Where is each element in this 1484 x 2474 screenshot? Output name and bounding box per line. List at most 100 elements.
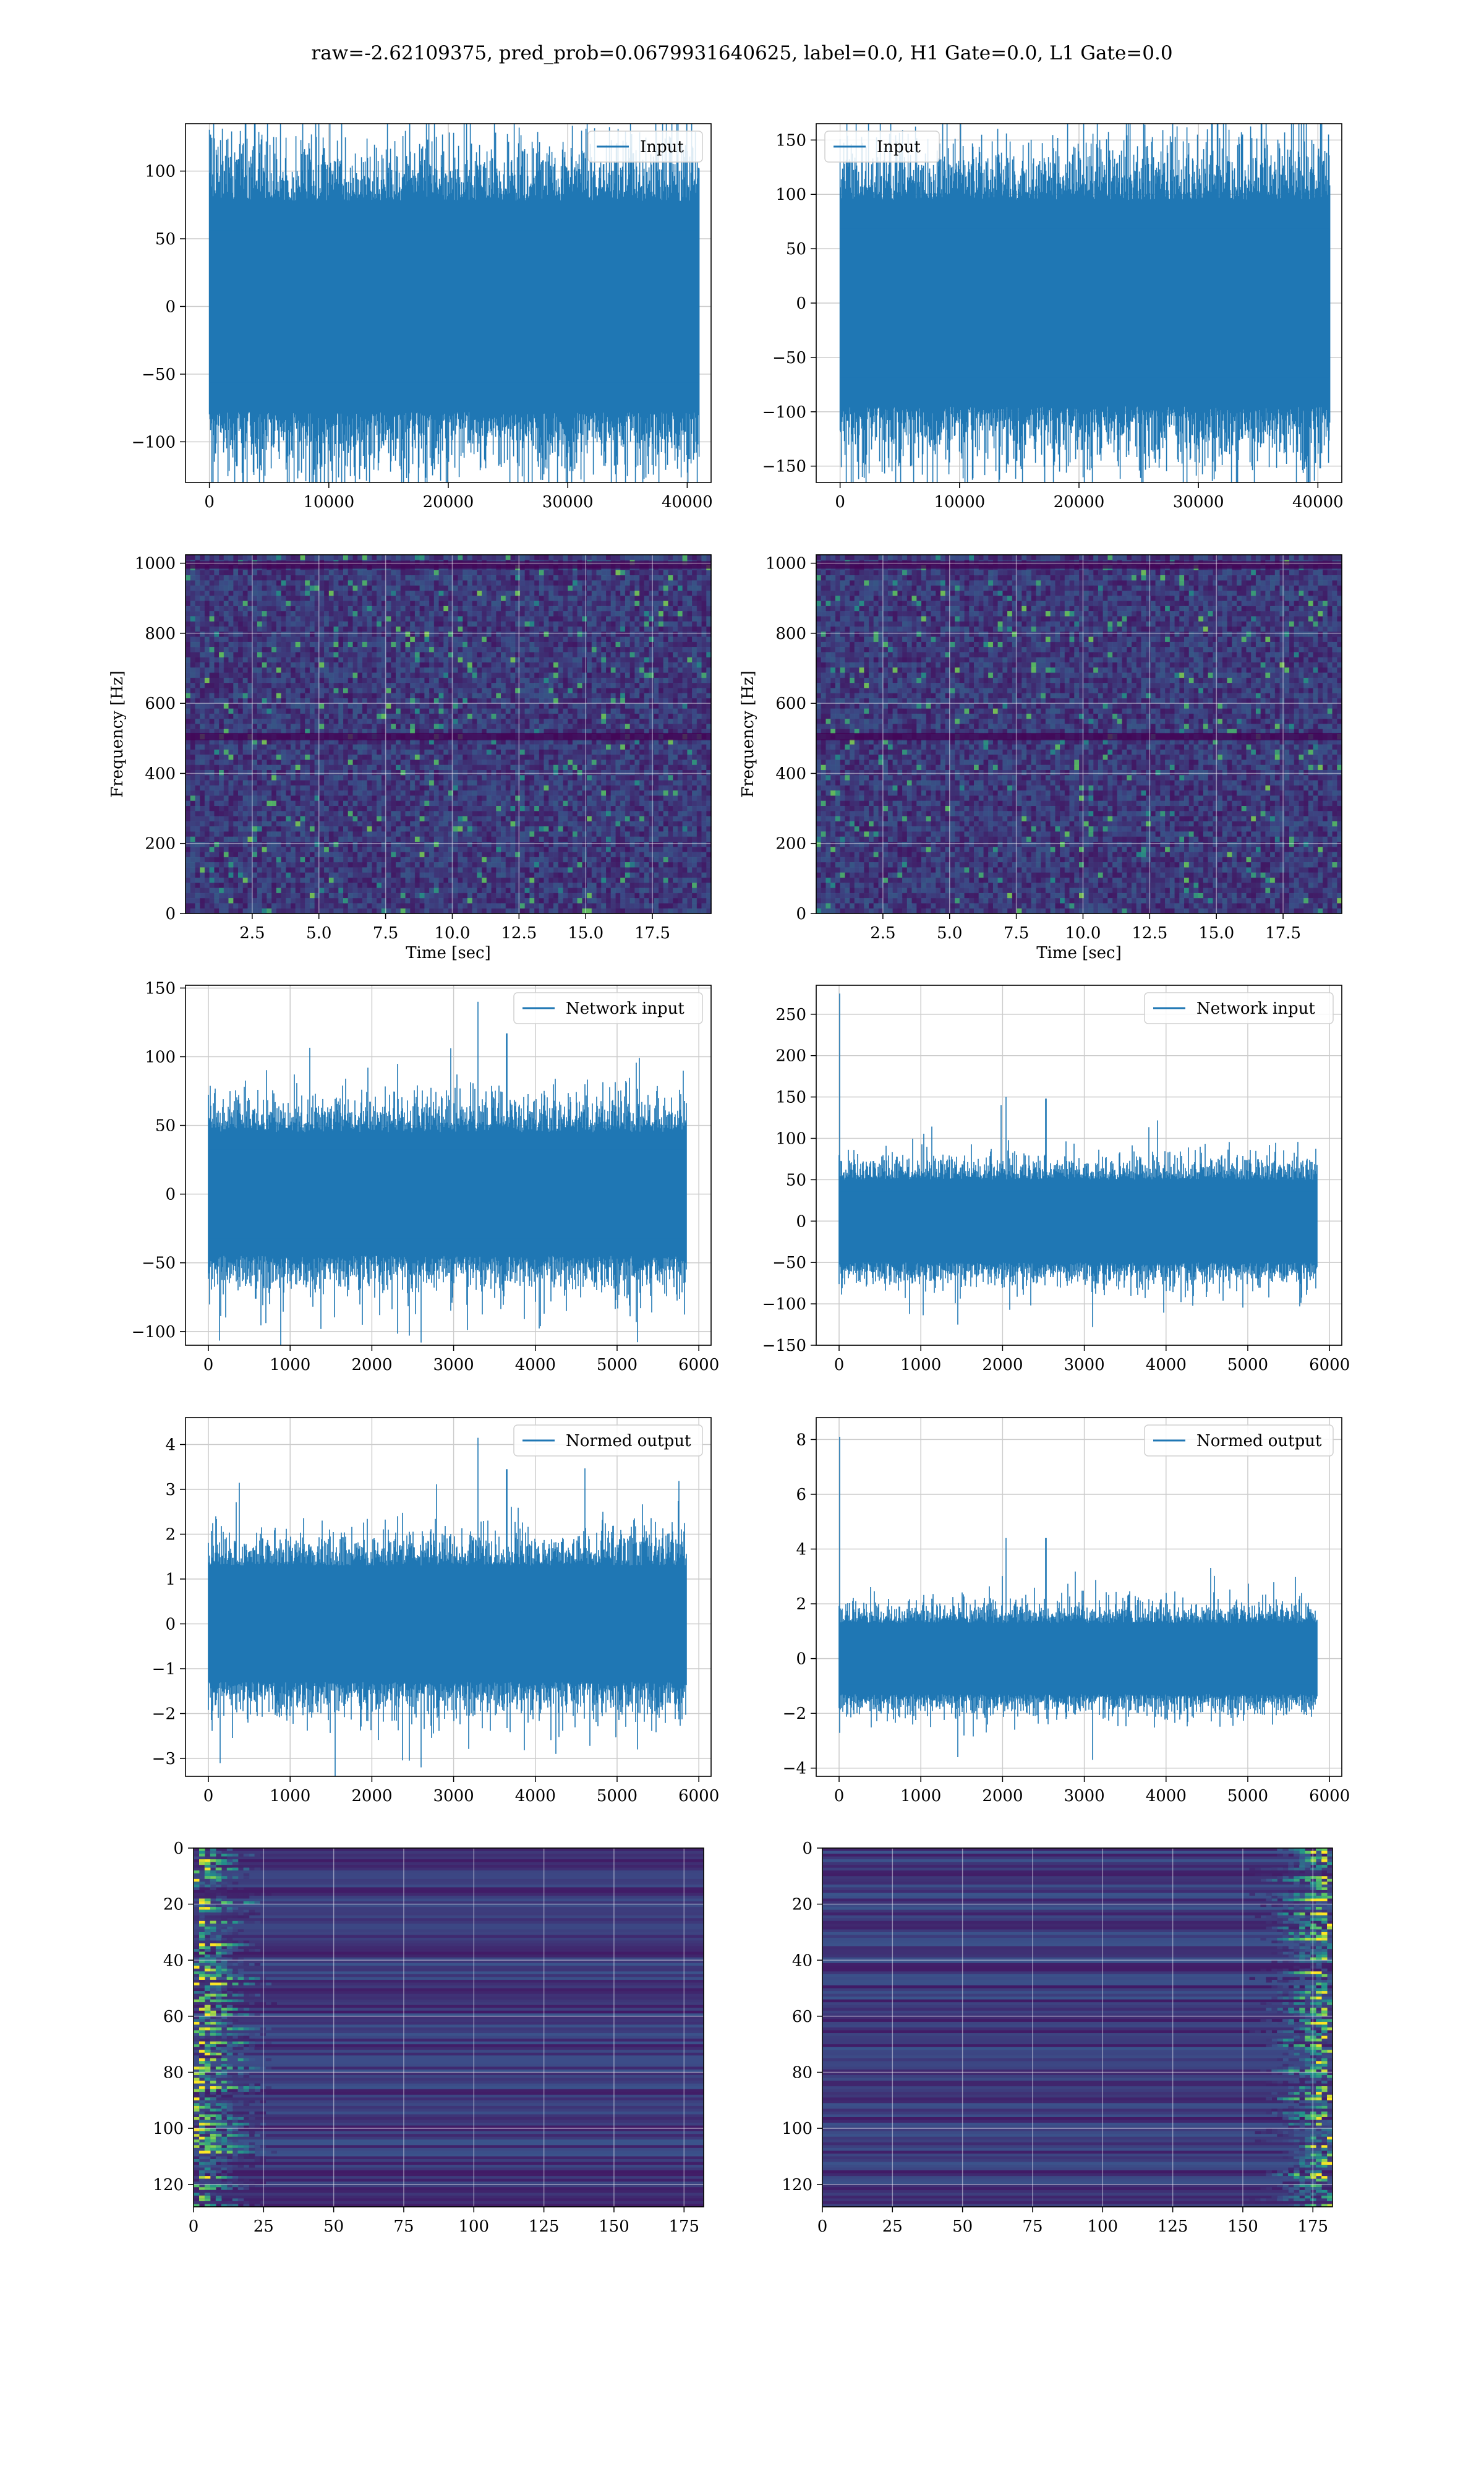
- heatmap-cell: [286, 662, 291, 668]
- heatmap-cell: [629, 641, 635, 648]
- heatmap-cell: [319, 683, 325, 688]
- heatmap-cell: [219, 636, 224, 643]
- heatmap-cell: [391, 677, 396, 683]
- heatmap-cell: [572, 677, 578, 683]
- x-tick-label: 20000: [1054, 493, 1105, 511]
- heatmap-cell: [400, 662, 406, 668]
- x-tick-label: 0: [835, 493, 845, 511]
- heatmap-cell: [367, 708, 372, 714]
- heatmap-cell: [491, 744, 497, 750]
- heatmap-cell: [486, 631, 492, 638]
- heatmap-cell: [629, 570, 635, 576]
- heatmap-cell: [281, 662, 286, 668]
- heatmap-cell: [510, 749, 516, 755]
- heatmap-cell: [610, 667, 616, 674]
- heatmap-cell: [491, 780, 497, 786]
- heatmap-cell: [281, 591, 286, 596]
- heatmap-cell: [687, 755, 693, 760]
- heatmap-cell: [362, 693, 368, 699]
- heatmap-cell: [701, 749, 707, 755]
- heatmap-cell: [553, 555, 559, 560]
- heatmap-cell: [286, 677, 291, 683]
- heatmap-cell: [515, 570, 521, 576]
- heatmap-cell: [190, 729, 196, 735]
- heatmap-cell: [238, 636, 244, 643]
- x-tick-label: 10000: [934, 493, 985, 511]
- heatmap-cell: [568, 677, 573, 683]
- heatmap-cell: [568, 770, 573, 776]
- heatmap-cell: [300, 744, 305, 750]
- heatmap-cell: [357, 719, 363, 724]
- heatmap-cell: [482, 662, 487, 668]
- heatmap-cell: [587, 591, 592, 596]
- heatmap-cell: [634, 627, 640, 632]
- heatmap-cell: [668, 755, 673, 760]
- heatmap-cell: [362, 755, 368, 760]
- heatmap-cell: [529, 749, 535, 755]
- heatmap-cell: [223, 698, 229, 704]
- heatmap-cell: [529, 724, 535, 730]
- heatmap-cell: [587, 555, 592, 560]
- heatmap-cell: [319, 749, 325, 755]
- heatmap-cell: [687, 770, 693, 776]
- heatmap-cell: [625, 570, 631, 576]
- heatmap-cell: [443, 652, 449, 658]
- heatmap-cell: [367, 616, 372, 622]
- heatmap-cell: [601, 631, 607, 638]
- heatmap-cell: [563, 688, 568, 694]
- heatmap-cell: [324, 764, 330, 771]
- heatmap-cell: [687, 683, 693, 688]
- heatmap-cell: [372, 703, 377, 709]
- heatmap-cell: [663, 760, 669, 766]
- heatmap-cell: [377, 570, 382, 576]
- heatmap-cell: [228, 652, 234, 658]
- heatmap-cell: [587, 677, 592, 683]
- heatmap-cell: [677, 621, 683, 627]
- heatmap-cell: [629, 621, 635, 627]
- heatmap-cell: [629, 760, 635, 766]
- heatmap-cell: [582, 729, 587, 735]
- heatmap-cell: [381, 713, 387, 719]
- heatmap-cell: [582, 672, 587, 678]
- heatmap-cell: [343, 621, 349, 627]
- heatmap-cell: [629, 775, 635, 781]
- heatmap-cell: [644, 744, 650, 750]
- heatmap-cell: [324, 657, 330, 663]
- heatmap-cell: [257, 677, 263, 683]
- heatmap-cell: [615, 713, 621, 719]
- heatmap-cell: [591, 775, 597, 781]
- heatmap-cell: [677, 698, 683, 704]
- heatmap-cell: [673, 555, 678, 560]
- heatmap-cell: [563, 652, 568, 658]
- heatmap-cell: [558, 575, 564, 581]
- heatmap-cell: [649, 760, 654, 766]
- heatmap-cell: [706, 647, 712, 653]
- heatmap-cell: [291, 657, 296, 663]
- heatmap-cell: [252, 672, 258, 678]
- heatmap-cell: [396, 657, 401, 663]
- heatmap-cell: [400, 683, 406, 688]
- heatmap-cell: [706, 667, 712, 674]
- heatmap-cell: [262, 739, 267, 745]
- heatmap-cell: [410, 739, 416, 745]
- heatmap-cell: [257, 729, 263, 735]
- heatmap-cell: [596, 749, 602, 755]
- heatmap-cell: [510, 683, 516, 688]
- heatmap-cell: [558, 672, 564, 678]
- heatmap-cell: [687, 570, 693, 576]
- heatmap-cell: [448, 760, 454, 766]
- heatmap-cell: [414, 693, 420, 699]
- heatmap-cell: [463, 662, 468, 668]
- heatmap-cell: [267, 652, 272, 658]
- heatmap-cell: [377, 616, 382, 622]
- heatmap-cell: [357, 677, 363, 683]
- heatmap-cell: [687, 698, 693, 704]
- heatmap-cell: [291, 636, 296, 643]
- heatmap-cell: [405, 688, 411, 694]
- heatmap-cell: [300, 755, 305, 760]
- heatmap-cell: [463, 739, 468, 745]
- heatmap-cell: [438, 667, 444, 674]
- heatmap-cell: [482, 775, 487, 781]
- heatmap-cell: [305, 667, 310, 674]
- heatmap-cell: [477, 713, 482, 719]
